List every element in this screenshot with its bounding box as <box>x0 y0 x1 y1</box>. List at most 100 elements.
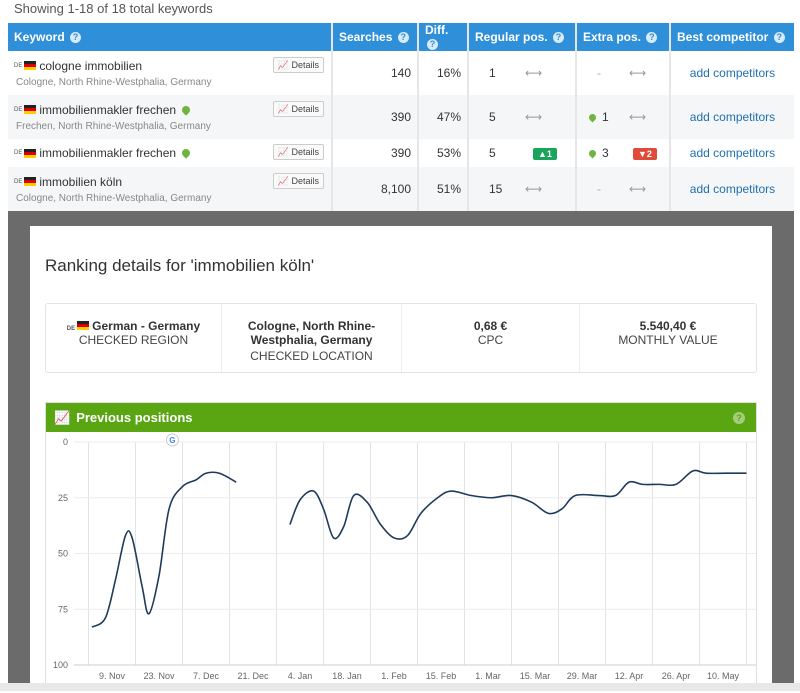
col-diff[interactable]: Diff. ? <box>418 23 469 51</box>
x-tick-label: 4. Jan <box>288 671 313 681</box>
help-icon[interactable]: ? <box>733 411 745 424</box>
diff-cell: 16% <box>418 51 469 95</box>
x-tick-label: 23. Nov <box>143 671 175 681</box>
no-change-icon: ⟷ <box>525 66 543 80</box>
keyword-cell: DE immobilien köln Cologne, North Rhine-W… <box>8 167 333 211</box>
position-series-line <box>91 471 237 628</box>
x-tick-label: 10. May <box>707 671 740 681</box>
extra-pos-cell: - ⟷ <box>576 51 671 95</box>
cpc-info: 0,68 € CPC <box>402 304 580 372</box>
details-button[interactable]: 📈 Details <box>272 57 324 73</box>
col-regular-pos[interactable]: Regular pos. ? <box>468 23 577 51</box>
searches-cell: 390 <box>332 139 419 167</box>
add-competitors-link[interactable]: add competitors <box>670 51 794 95</box>
keyword-cell: DE immobilienmakler frechen Frechen, Nort… <box>8 95 333 139</box>
details-button[interactable]: 📈 Details <box>272 101 324 117</box>
germany-flag-icon <box>77 321 90 330</box>
y-tick-label: 25 <box>58 493 68 503</box>
help-icon[interactable]: ? <box>773 32 785 43</box>
searches-cell: 8,100 <box>332 167 419 211</box>
help-icon[interactable]: ? <box>427 39 438 50</box>
add-competitors-link[interactable]: add competitors <box>670 139 794 167</box>
x-tick-label: 7. Dec <box>193 671 220 681</box>
no-change-icon: ⟷ <box>629 110 647 124</box>
add-competitors-link[interactable]: add competitors <box>670 95 794 139</box>
keyword-cell: DE immobilienmakler frechen 📈 Details <box>8 139 333 167</box>
table-row: DE immobilien köln Cologne, North Rhine-W… <box>8 167 794 211</box>
regular-pos-cell: 15 ⟷ <box>468 167 577 211</box>
regular-pos-cell: 1 ⟷ <box>468 51 577 95</box>
extra-pos-cell: 3 ▼2 <box>576 139 671 167</box>
trend-icon: 📈 <box>54 409 71 425</box>
country-code: DE <box>14 178 23 185</box>
table-header-row: Keyword ? Searches ? Diff. ? Regular pos… <box>8 23 794 51</box>
region-info: DE German - Germany CHECKED REGION <box>46 304 222 372</box>
country-code: DE <box>14 106 23 113</box>
table-row: DE immobilienmakler frechen Frechen, Nort… <box>8 95 794 139</box>
col-extra-pos[interactable]: Extra pos. ? <box>576 23 671 51</box>
help-icon[interactable]: ? <box>553 32 565 43</box>
no-change-icon: ⟷ <box>629 66 647 80</box>
chart-title: Previous positions <box>76 410 193 425</box>
y-tick-label: 100 <box>53 660 68 670</box>
no-change-icon: ⟷ <box>525 110 543 124</box>
chart-icon: 📈 <box>277 60 289 70</box>
searches-cell: 390 <box>332 95 419 139</box>
help-icon[interactable]: ? <box>397 32 409 43</box>
location-info: Cologne, North Rhine-Westphalia, Germany… <box>222 304 402 372</box>
keyword-text: immobilienmakler frechen <box>39 146 177 160</box>
position-up-badge: ▲1 <box>533 148 557 160</box>
no-change-icon: ⟷ <box>525 182 543 196</box>
google-letter-icon: G <box>169 436 175 445</box>
location-pin-icon <box>587 112 598 123</box>
keyword-location: Cologne, North Rhine-Westphalia, Germany <box>16 192 212 204</box>
country-code: DE <box>14 62 23 69</box>
y-tick-label: 0 <box>63 437 68 447</box>
keyword-cell: DE cologne immobilien Cologne, North Rhin… <box>8 51 333 95</box>
location-pin-icon <box>180 103 192 116</box>
searches-cell: 140 <box>332 51 419 95</box>
table-row: DE immobilienmakler frechen 📈 Details 390… <box>8 139 794 167</box>
country-code: DE <box>14 150 23 156</box>
extra-pos-cell: - ⟷ <box>576 167 671 211</box>
keywords-table: Keyword ? Searches ? Diff. ? Regular pos… <box>8 23 794 211</box>
keyword-text: cologne immobilien <box>39 58 143 73</box>
chart-header: 📈 Previous positions ? <box>46 403 756 432</box>
regular-pos-cell: 5 ⟷ <box>468 95 577 139</box>
x-tick-label: 26. Apr <box>662 671 691 681</box>
monthly-value-info: 5.540,40 € MONTHLY VALUE <box>618 319 718 347</box>
keyword-text: immobilienmakler frechen <box>39 102 177 117</box>
keyword-location: Frechen, North Rhine-Westphalia, Germany <box>16 120 211 132</box>
col-best-competitor[interactable]: Best competitor ? <box>670 23 794 51</box>
col-keyword[interactable]: Keyword ? <box>8 23 333 51</box>
diff-cell: 47% <box>418 95 469 139</box>
x-tick-label: 21. Dec <box>237 671 269 681</box>
location-pin-icon <box>587 148 598 159</box>
help-icon[interactable]: ? <box>646 32 658 43</box>
germany-flag-icon <box>24 61 37 70</box>
previous-positions-panel: 📈 Previous positions ? 0 25 50 75 100 9. Nov 2… <box>45 402 757 691</box>
x-tick-label: 18. Jan <box>332 671 362 681</box>
ranking-info-box: DE German - Germany CHECKED REGION Cologn… <box>45 303 757 373</box>
x-tick-label: 29. Mar <box>567 671 598 681</box>
details-button[interactable]: 📈 Details <box>272 144 324 160</box>
x-tick-label: 15. Mar <box>520 671 551 681</box>
position-down-badge: ▼2 <box>633 148 657 160</box>
chart-icon: 📈 <box>277 147 289 157</box>
modal-title: Ranking details for 'immobilien köln' <box>45 256 315 275</box>
position-series-line <box>289 469 747 540</box>
bottom-scroll-strip <box>0 683 800 691</box>
results-count: Showing 1-18 of 18 total keywords <box>14 1 213 16</box>
x-tick-label: 9. Nov <box>99 671 126 681</box>
table-row: DE cologne immobilien Cologne, North Rhin… <box>8 51 794 95</box>
x-tick-label: 1. Mar <box>475 671 501 681</box>
germany-flag-icon <box>24 105 37 114</box>
add-competitors-link[interactable]: add competitors <box>670 167 794 211</box>
y-tick-label: 50 <box>58 549 68 559</box>
col-searches[interactable]: Searches ? <box>332 23 419 51</box>
no-change-icon: ⟷ <box>629 182 647 196</box>
details-button[interactable]: 📈 Details <box>272 173 324 189</box>
keyword-text: immobilien köln <box>39 174 123 189</box>
help-icon[interactable]: ? <box>70 32 82 43</box>
chart-icon: 📈 <box>277 104 289 114</box>
